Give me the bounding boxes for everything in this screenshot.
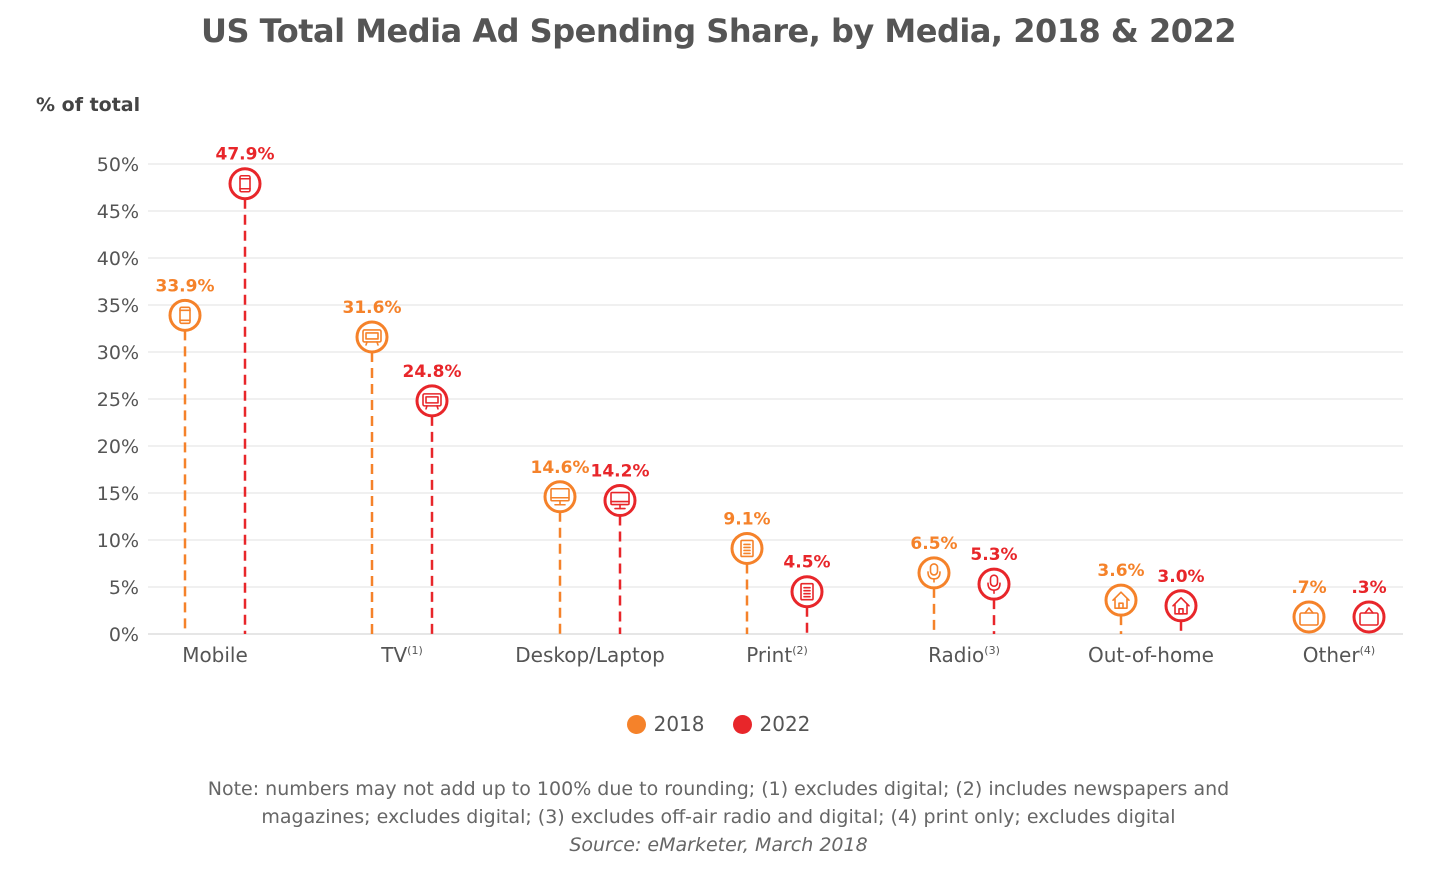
- document-icon: [800, 582, 814, 601]
- y-tick-label: 10%: [97, 530, 139, 552]
- legend-swatch-2018: [626, 714, 646, 734]
- point-2022-out-of-home: [1164, 589, 1198, 623]
- point-2022-radio: [977, 567, 1011, 601]
- data-label-2018: 31.6%: [343, 298, 402, 318]
- point-2018-out-of-home: [1104, 583, 1138, 617]
- point-2018-print: [730, 531, 764, 565]
- house-icon: [1172, 597, 1190, 615]
- legend-item-2018: 2018: [626, 712, 705, 736]
- x-tick-label: Print(2): [746, 643, 808, 667]
- data-label-2022: 47.9%: [216, 145, 275, 165]
- briefcase-icon: [1359, 607, 1379, 626]
- tablet-icon: [239, 174, 251, 193]
- point-2022-deskop-laptop: [603, 484, 637, 518]
- house-icon: [1112, 591, 1130, 609]
- y-axis-title: % of total: [36, 94, 141, 116]
- data-label-2022: 5.3%: [970, 545, 1017, 565]
- tv-icon: [422, 393, 442, 410]
- point-2022-tv: [415, 384, 449, 418]
- tablet-icon: [179, 306, 191, 325]
- y-tick-label: 45%: [97, 201, 139, 223]
- legend-swatch-2022: [732, 714, 752, 734]
- tv-icon: [362, 329, 382, 346]
- chart-plot: 0% 5% 10% 15% 20% 25% 30% 35% 40% 45% 50% 33.9% 31.…: [97, 145, 1403, 667]
- point-2018-other: [1292, 600, 1326, 634]
- data-label-2018: 33.9%: [156, 276, 215, 296]
- microphone-icon: [927, 563, 941, 583]
- microphone-icon: [987, 574, 1001, 594]
- data-label-2022: 4.5%: [783, 553, 830, 573]
- point-2022-other: [1352, 600, 1386, 634]
- legend: 2018 2022: [0, 712, 1437, 736]
- point-2022-mobile: [228, 167, 262, 201]
- data-label-2018: 14.6%: [531, 458, 590, 478]
- legend-item-2022: 2022: [732, 712, 811, 736]
- data-label-2018: .7%: [1291, 578, 1326, 598]
- data-label-2022: .3%: [1351, 578, 1386, 598]
- y-tick-label: 50%: [97, 154, 139, 176]
- point-2022-print: [790, 575, 824, 609]
- legend-label-2022: 2022: [759, 712, 811, 736]
- data-label-2022: 14.2%: [591, 462, 650, 482]
- x-tick-label: Out-of-home: [1088, 643, 1214, 667]
- note-line-2: magazines; excludes digital; (3) exclude…: [261, 806, 1176, 828]
- x-tick-label: Deskop/Laptop: [515, 643, 665, 667]
- point-2018-deskop-laptop: [543, 480, 577, 514]
- point-2018-mobile: [168, 298, 202, 332]
- x-tick-label: Other(4): [1303, 643, 1375, 667]
- x-tick-label: Radio(3): [928, 643, 1000, 667]
- data-label-2022: 24.8%: [403, 362, 462, 382]
- y-tick-label: 30%: [97, 342, 139, 364]
- document-icon: [740, 539, 754, 558]
- y-tick-label: 0%: [109, 624, 139, 646]
- data-label-2018: 9.1%: [723, 509, 770, 529]
- monitor-icon: [550, 487, 570, 506]
- footnote: Note: numbers may not add up to 100% due…: [150, 775, 1287, 859]
- note-line-1: Note: numbers may not add up to 100% due…: [207, 778, 1230, 800]
- y-tick-label: 25%: [97, 389, 139, 411]
- y-tick-label: 20%: [97, 436, 139, 458]
- point-2018-radio: [917, 556, 951, 590]
- chart-title: US Total Media Ad Spending Share, by Med…: [200, 12, 1237, 50]
- y-tick-label: 35%: [97, 295, 139, 317]
- y-tick-label: 40%: [97, 248, 139, 270]
- data-label-2022: 3.0%: [1157, 567, 1204, 587]
- x-tick-label: TV(1): [380, 643, 423, 667]
- x-tick-label: Mobile: [182, 643, 248, 667]
- monitor-icon: [610, 491, 630, 510]
- y-tick-label: 5%: [109, 577, 139, 599]
- y-tick-label: 15%: [97, 483, 139, 505]
- point-2018-tv: [355, 320, 389, 354]
- data-label-2018: 3.6%: [1097, 561, 1144, 581]
- briefcase-icon: [1299, 607, 1319, 626]
- source-text: Source: eMarketer, March 2018: [569, 834, 868, 856]
- data-label-2018: 6.5%: [910, 534, 957, 554]
- legend-label-2018: 2018: [653, 712, 705, 736]
